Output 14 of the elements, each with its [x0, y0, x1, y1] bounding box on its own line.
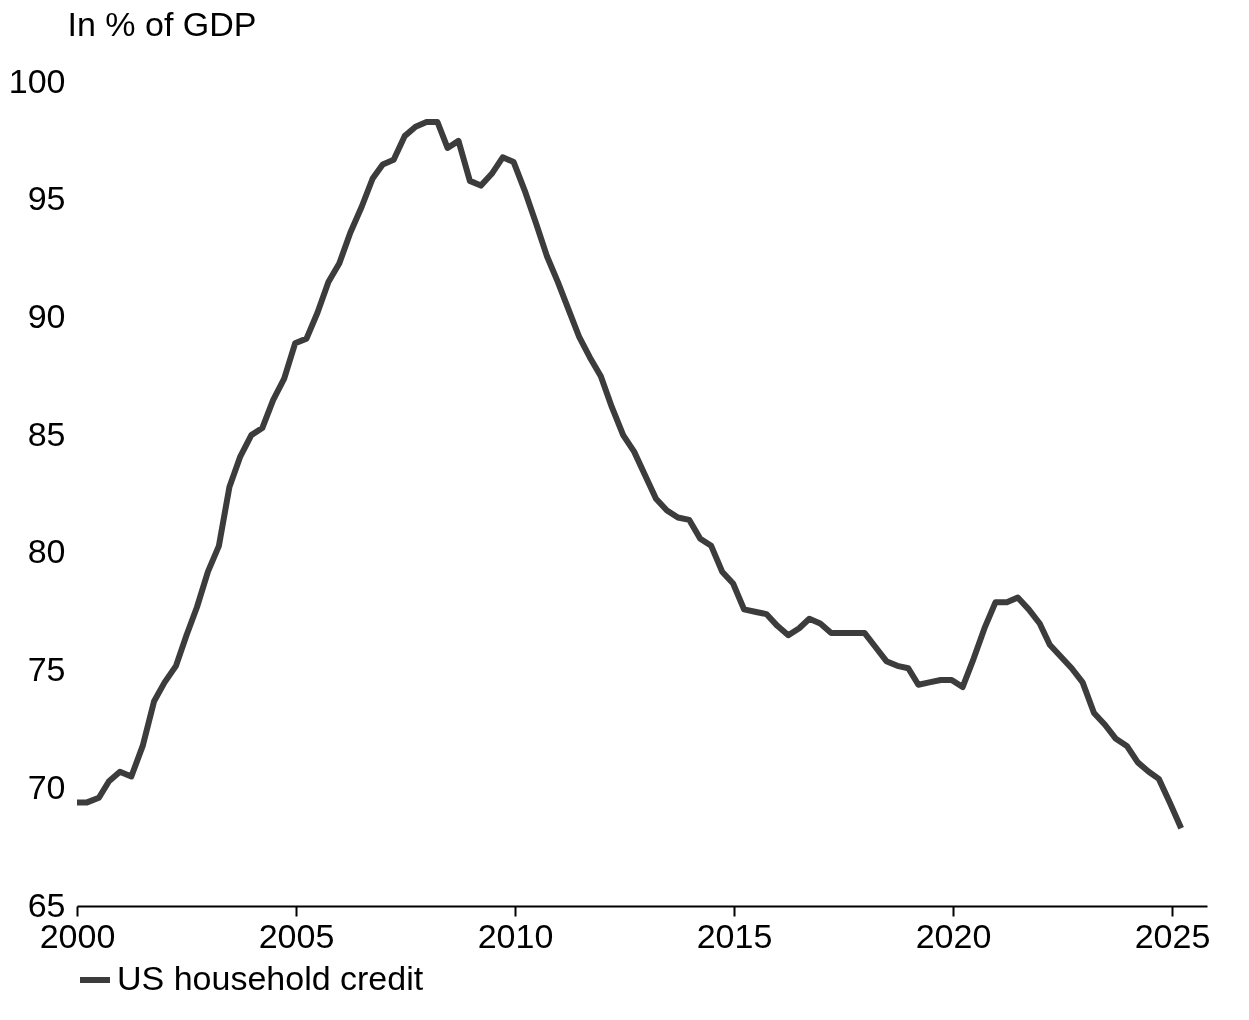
- y-axis-title: In % of GDP: [67, 4, 257, 43]
- y-tick-label: 75: [27, 650, 66, 689]
- y-tick-label: 100: [8, 61, 66, 100]
- y-tick-label: 95: [27, 179, 66, 218]
- y-tick-label: 80: [27, 532, 66, 571]
- y-tick-label: 90: [27, 296, 66, 335]
- y-tick-label: 70: [27, 767, 66, 806]
- x-tick-label: 2010: [477, 916, 554, 955]
- x-tick-label: 2015: [696, 916, 773, 955]
- x-tick-label: 2020: [915, 916, 992, 955]
- x-tick-label: 2025: [1134, 916, 1211, 955]
- x-tick-label: 2005: [258, 916, 335, 955]
- y-tick-label: 85: [27, 414, 66, 453]
- legend-label: US household credit: [117, 959, 424, 997]
